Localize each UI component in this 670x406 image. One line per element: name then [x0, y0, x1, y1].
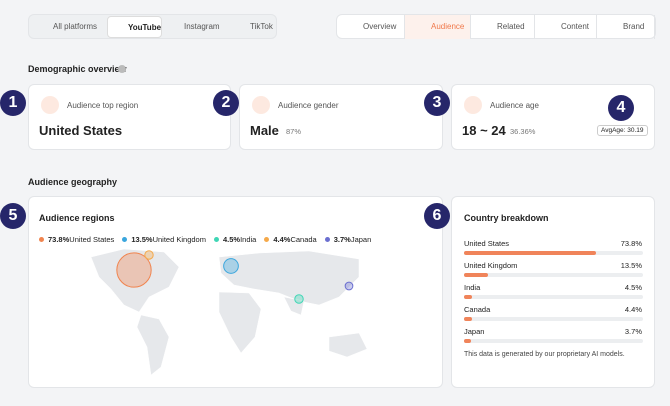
card: Audience top region United States — [28, 84, 231, 150]
card-value: Male — [250, 123, 279, 138]
country-name: India — [464, 283, 481, 292]
bar-track — [464, 273, 643, 277]
card: Audience gender Male 87% — [239, 84, 443, 150]
nav-tab[interactable]: Brand — [597, 15, 655, 39]
country-value: 3.7% — [624, 327, 642, 336]
bar-track — [464, 339, 643, 343]
legend-value: 3.7% — [333, 235, 351, 244]
legend-name: Japan — [350, 235, 372, 244]
regions-panel: Audience regions 73.8%United States 13.5%… — [28, 196, 443, 388]
callout-badge: 1 — [0, 90, 26, 116]
legend-value: 4.5% — [222, 235, 241, 244]
legend-item: 73.8%United States — [39, 235, 114, 244]
map — [90, 248, 368, 376]
icon — [41, 96, 59, 114]
bar — [464, 251, 597, 255]
callout-badge: 3 — [424, 90, 450, 116]
region-bubble — [294, 294, 304, 304]
legend-item: 4.5%India — [213, 235, 257, 244]
country-value: 13.5% — [620, 261, 642, 270]
card-label: Audience top region — [67, 101, 139, 110]
nav-tab[interactable]: Related — [471, 15, 535, 39]
nav-tab[interactable]: Content — [535, 15, 597, 39]
card-value: United States — [39, 123, 123, 138]
region-bubble — [116, 252, 152, 288]
card-label: Audience gender — [278, 101, 339, 110]
platform-tab[interactable]: TikTok — [250, 22, 273, 31]
icon — [252, 96, 270, 114]
region-bubble — [144, 250, 154, 260]
panel-title: Country breakdown — [464, 213, 549, 223]
card-detail: 36.36% — [510, 127, 536, 136]
bar — [464, 273, 489, 277]
breakdown-panel: Country breakdown This data is generated… — [451, 196, 655, 388]
bar-track — [464, 251, 643, 255]
legend-name: Canada — [290, 235, 317, 244]
legend-dot — [264, 237, 270, 242]
nav-tab[interactable]: Overview — [337, 15, 405, 39]
legend-value: 73.8% — [48, 235, 70, 244]
region-bubble — [344, 281, 354, 291]
legend-item: 4.4%Canada — [264, 235, 317, 244]
info-icon — [118, 65, 126, 73]
card-label: Audience age — [490, 101, 539, 110]
landmass — [218, 250, 360, 306]
country-value: 4.5% — [624, 283, 642, 292]
bar — [464, 295, 473, 299]
legend-dot — [213, 237, 219, 242]
section-title: Demographic overview — [28, 64, 127, 74]
legend-dot — [122, 237, 128, 242]
note: This data is generated by our proprietar… — [464, 351, 625, 358]
legend-dot — [39, 237, 44, 242]
country-value: 73.8% — [620, 239, 642, 248]
bar — [464, 339, 471, 343]
platform-tab[interactable]: Instagram — [184, 22, 220, 31]
region-bubble — [223, 258, 239, 274]
section-title: Audience geography — [28, 177, 118, 187]
callout-badge: 5 — [0, 203, 26, 229]
icon — [464, 96, 482, 114]
platform-tabs: All platforms YouTube Instagram TikTok — [28, 14, 277, 39]
country-value: 4.4% — [624, 305, 642, 314]
legend-name: United Kingdom — [152, 235, 206, 244]
callout-badge: 6 — [424, 203, 450, 229]
country-name: United Kingdom — [464, 261, 518, 270]
card-value: 18 ~ 24 — [462, 123, 506, 138]
nav-tabs: Overview Audience Related Content Brand — [336, 14, 656, 39]
legend-item: 13.5%United Kingdom — [122, 235, 206, 244]
nav-tab[interactable]: Audience — [405, 15, 471, 39]
landmass — [136, 314, 170, 376]
country-name: Japan — [464, 327, 485, 336]
legend-name: India — [240, 235, 257, 244]
country-name: United States — [464, 239, 510, 248]
callout-badge: 2 — [213, 90, 239, 116]
country-name: Canada — [464, 305, 491, 314]
bar-track — [464, 295, 643, 299]
legend-dot — [324, 237, 330, 242]
landmass — [218, 291, 262, 354]
legend-name: United States — [69, 235, 115, 244]
bar — [464, 317, 472, 321]
legend: 73.8%United States 13.5%United Kingdom 4.5… — [39, 235, 379, 244]
landmass — [283, 296, 305, 316]
legend-value: 13.5% — [131, 235, 153, 244]
legend-item: 3.7%Japan — [324, 235, 372, 244]
avg-age-badge: AvgAge: 30.19 — [597, 125, 648, 136]
platform-tab[interactable]: All platforms — [53, 22, 98, 31]
landmass — [328, 332, 368, 358]
callout-badge: 4 — [608, 95, 634, 121]
platform-tab[interactable]: YouTube — [107, 16, 162, 38]
legend-value: 4.4% — [273, 235, 291, 244]
card-detail: 87% — [286, 127, 302, 136]
panel-title: Audience regions — [39, 213, 115, 223]
bar-track — [464, 317, 643, 321]
